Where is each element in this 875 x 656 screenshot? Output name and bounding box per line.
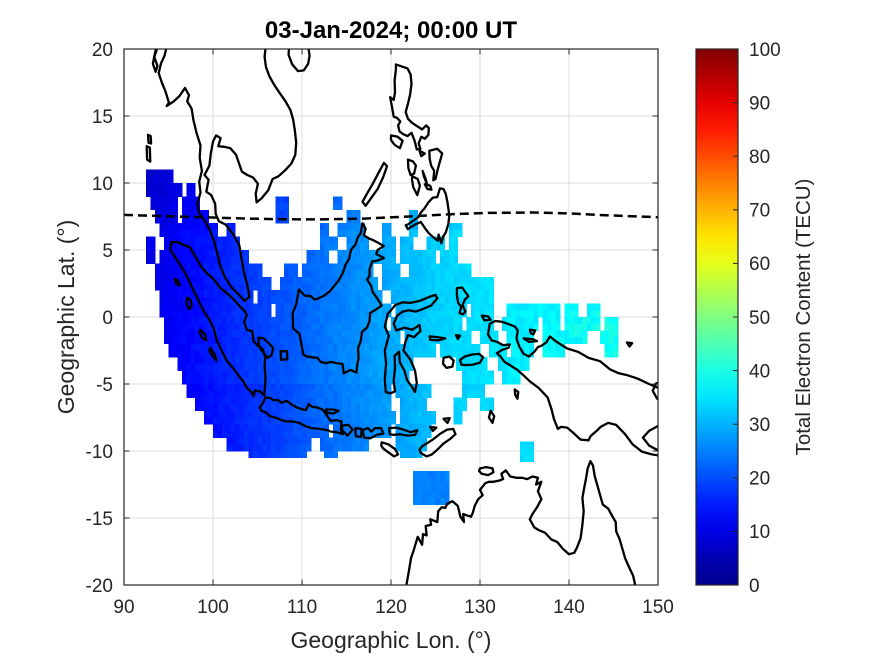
svg-text:15: 15 [92,107,113,128]
svg-text:90: 90 [749,93,770,114]
svg-text:140: 140 [553,597,585,618]
svg-text:60: 60 [749,254,770,275]
svg-text:03-Jan-2024; 00:00 UT: 03-Jan-2024; 00:00 UT [265,17,517,44]
svg-text:10: 10 [749,522,770,543]
svg-text:150: 150 [642,597,674,618]
svg-text:70: 70 [749,201,770,222]
svg-text:90: 90 [113,597,134,618]
svg-text:20: 20 [92,40,113,61]
svg-text:Geographic Lat. (°): Geographic Lat. (°) [53,220,79,415]
svg-text:-15: -15 [86,509,113,530]
svg-text:0: 0 [102,308,113,329]
svg-text:-5: -5 [96,375,113,396]
svg-text:5: 5 [102,241,113,262]
svg-text:Total Electron Content (TECU): Total Electron Content (TECU) [792,179,815,456]
svg-text:10: 10 [92,174,113,195]
svg-text:110: 110 [287,597,317,618]
svg-text:30: 30 [749,415,770,436]
svg-text:120: 120 [375,597,407,618]
svg-text:100: 100 [749,40,781,61]
svg-text:40: 40 [749,361,770,382]
svg-text:80: 80 [749,147,770,168]
svg-text:Geographic Lon. (°): Geographic Lon. (°) [291,627,492,653]
svg-text:130: 130 [464,597,496,618]
svg-text:100: 100 [197,597,229,618]
svg-text:-20: -20 [86,576,113,597]
svg-text:50: 50 [749,308,770,329]
svg-text:-10: -10 [86,442,113,463]
svg-text:20: 20 [749,469,770,490]
svg-text:0: 0 [749,576,760,597]
